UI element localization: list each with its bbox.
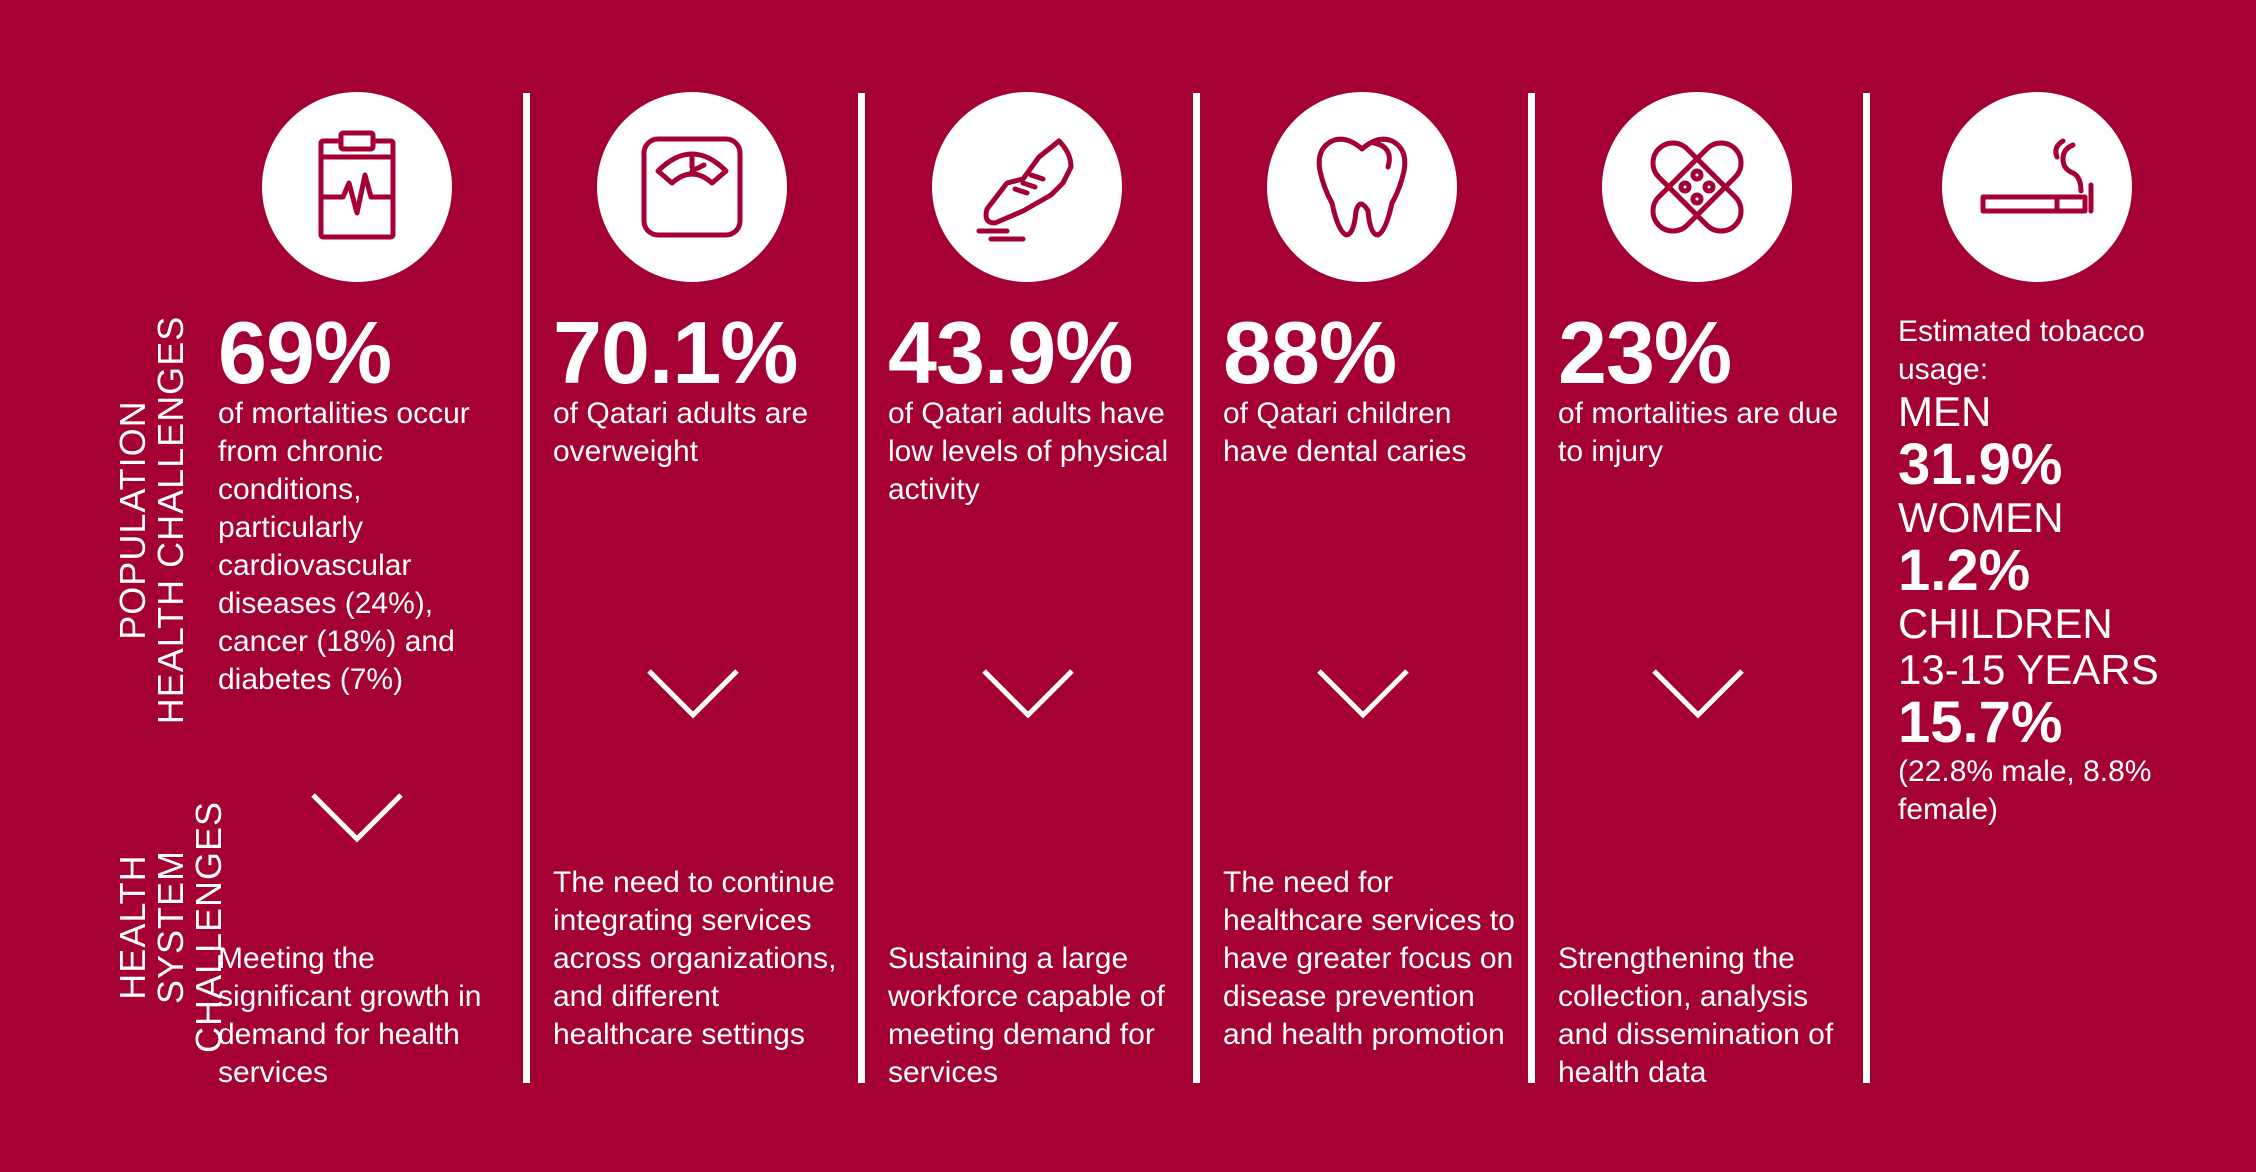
system-challenge: The need to continue integrating service… — [553, 866, 837, 1051]
chevron-down-icon — [982, 669, 1074, 719]
icon-circle — [1602, 92, 1792, 282]
column-divider — [1863, 93, 1870, 1083]
column-divider — [523, 93, 530, 1083]
children-label: CHILDREN — [1898, 600, 2113, 647]
tobacco-intro: Estimated tobacco usage: — [1898, 315, 2145, 386]
stat-value: 88% — [1223, 303, 1397, 402]
stat-value: 70.1% — [553, 303, 799, 402]
column-divider — [1528, 93, 1535, 1083]
icon-circle — [1942, 92, 2132, 282]
men-value: 31.9% — [1898, 432, 2063, 497]
column-divider — [858, 93, 865, 1083]
stat-description: of Qatari adults are overweight — [553, 397, 809, 468]
icon-circle — [932, 92, 1122, 282]
cigarette-icon — [1980, 138, 2094, 214]
stat-value: 69% — [218, 303, 392, 402]
chevron-down-icon — [1652, 669, 1744, 719]
chevron-down-icon — [647, 669, 739, 719]
children-age: 13-15 YEARS — [1898, 646, 2159, 693]
stat-description: of mortalities occur from chronic condit… — [218, 397, 470, 696]
system-challenge: The need for healthcare services to have… — [1223, 866, 1515, 1051]
women-value: 1.2% — [1898, 538, 2031, 603]
chevron-down-icon — [311, 793, 403, 843]
tobacco-usage: Estimated tobacco usage: MEN 31.9% WOMEN… — [1898, 313, 2198, 829]
stat-description: of mortalities are due to injury — [1558, 397, 1839, 468]
health-system-label: HEALTH SYSTEM CHALLENGES — [112, 800, 229, 1054]
stat-description: of Qatari children have dental caries — [1223, 397, 1467, 468]
column-divider — [1193, 93, 1200, 1083]
system-challenge: Meeting the significant growth in demand… — [218, 942, 482, 1089]
system-challenge: Sustaining a large workforce capable of … — [888, 942, 1165, 1089]
stat-description: of Qatari adults have low levels of phys… — [888, 397, 1169, 506]
chevron-down-icon — [1317, 669, 1409, 719]
population-health-label: POPULATION HEALTH CHALLENGES — [112, 315, 191, 725]
stat-value: 23% — [1558, 303, 1732, 402]
icon-circle — [262, 92, 452, 282]
tooth-icon — [1316, 136, 1408, 238]
running-shoe-icon — [976, 138, 1074, 242]
women-label: WOMEN — [1898, 494, 2064, 541]
icon-circle — [597, 92, 787, 282]
children-value: 15.7% — [1898, 690, 2063, 755]
stat-value: 43.9% — [888, 303, 1134, 402]
icon-circle — [1267, 92, 1457, 282]
children-breakdown: (22.8% male, 8.8% female) — [1898, 755, 2152, 826]
clipboard-heartbeat-icon — [318, 130, 396, 240]
bandage-icon — [1650, 140, 1744, 234]
system-challenge: Strengthening the collection, analysis a… — [1558, 942, 1834, 1089]
men-label: MEN — [1898, 388, 1992, 435]
weighing-scale-icon — [641, 136, 743, 238]
